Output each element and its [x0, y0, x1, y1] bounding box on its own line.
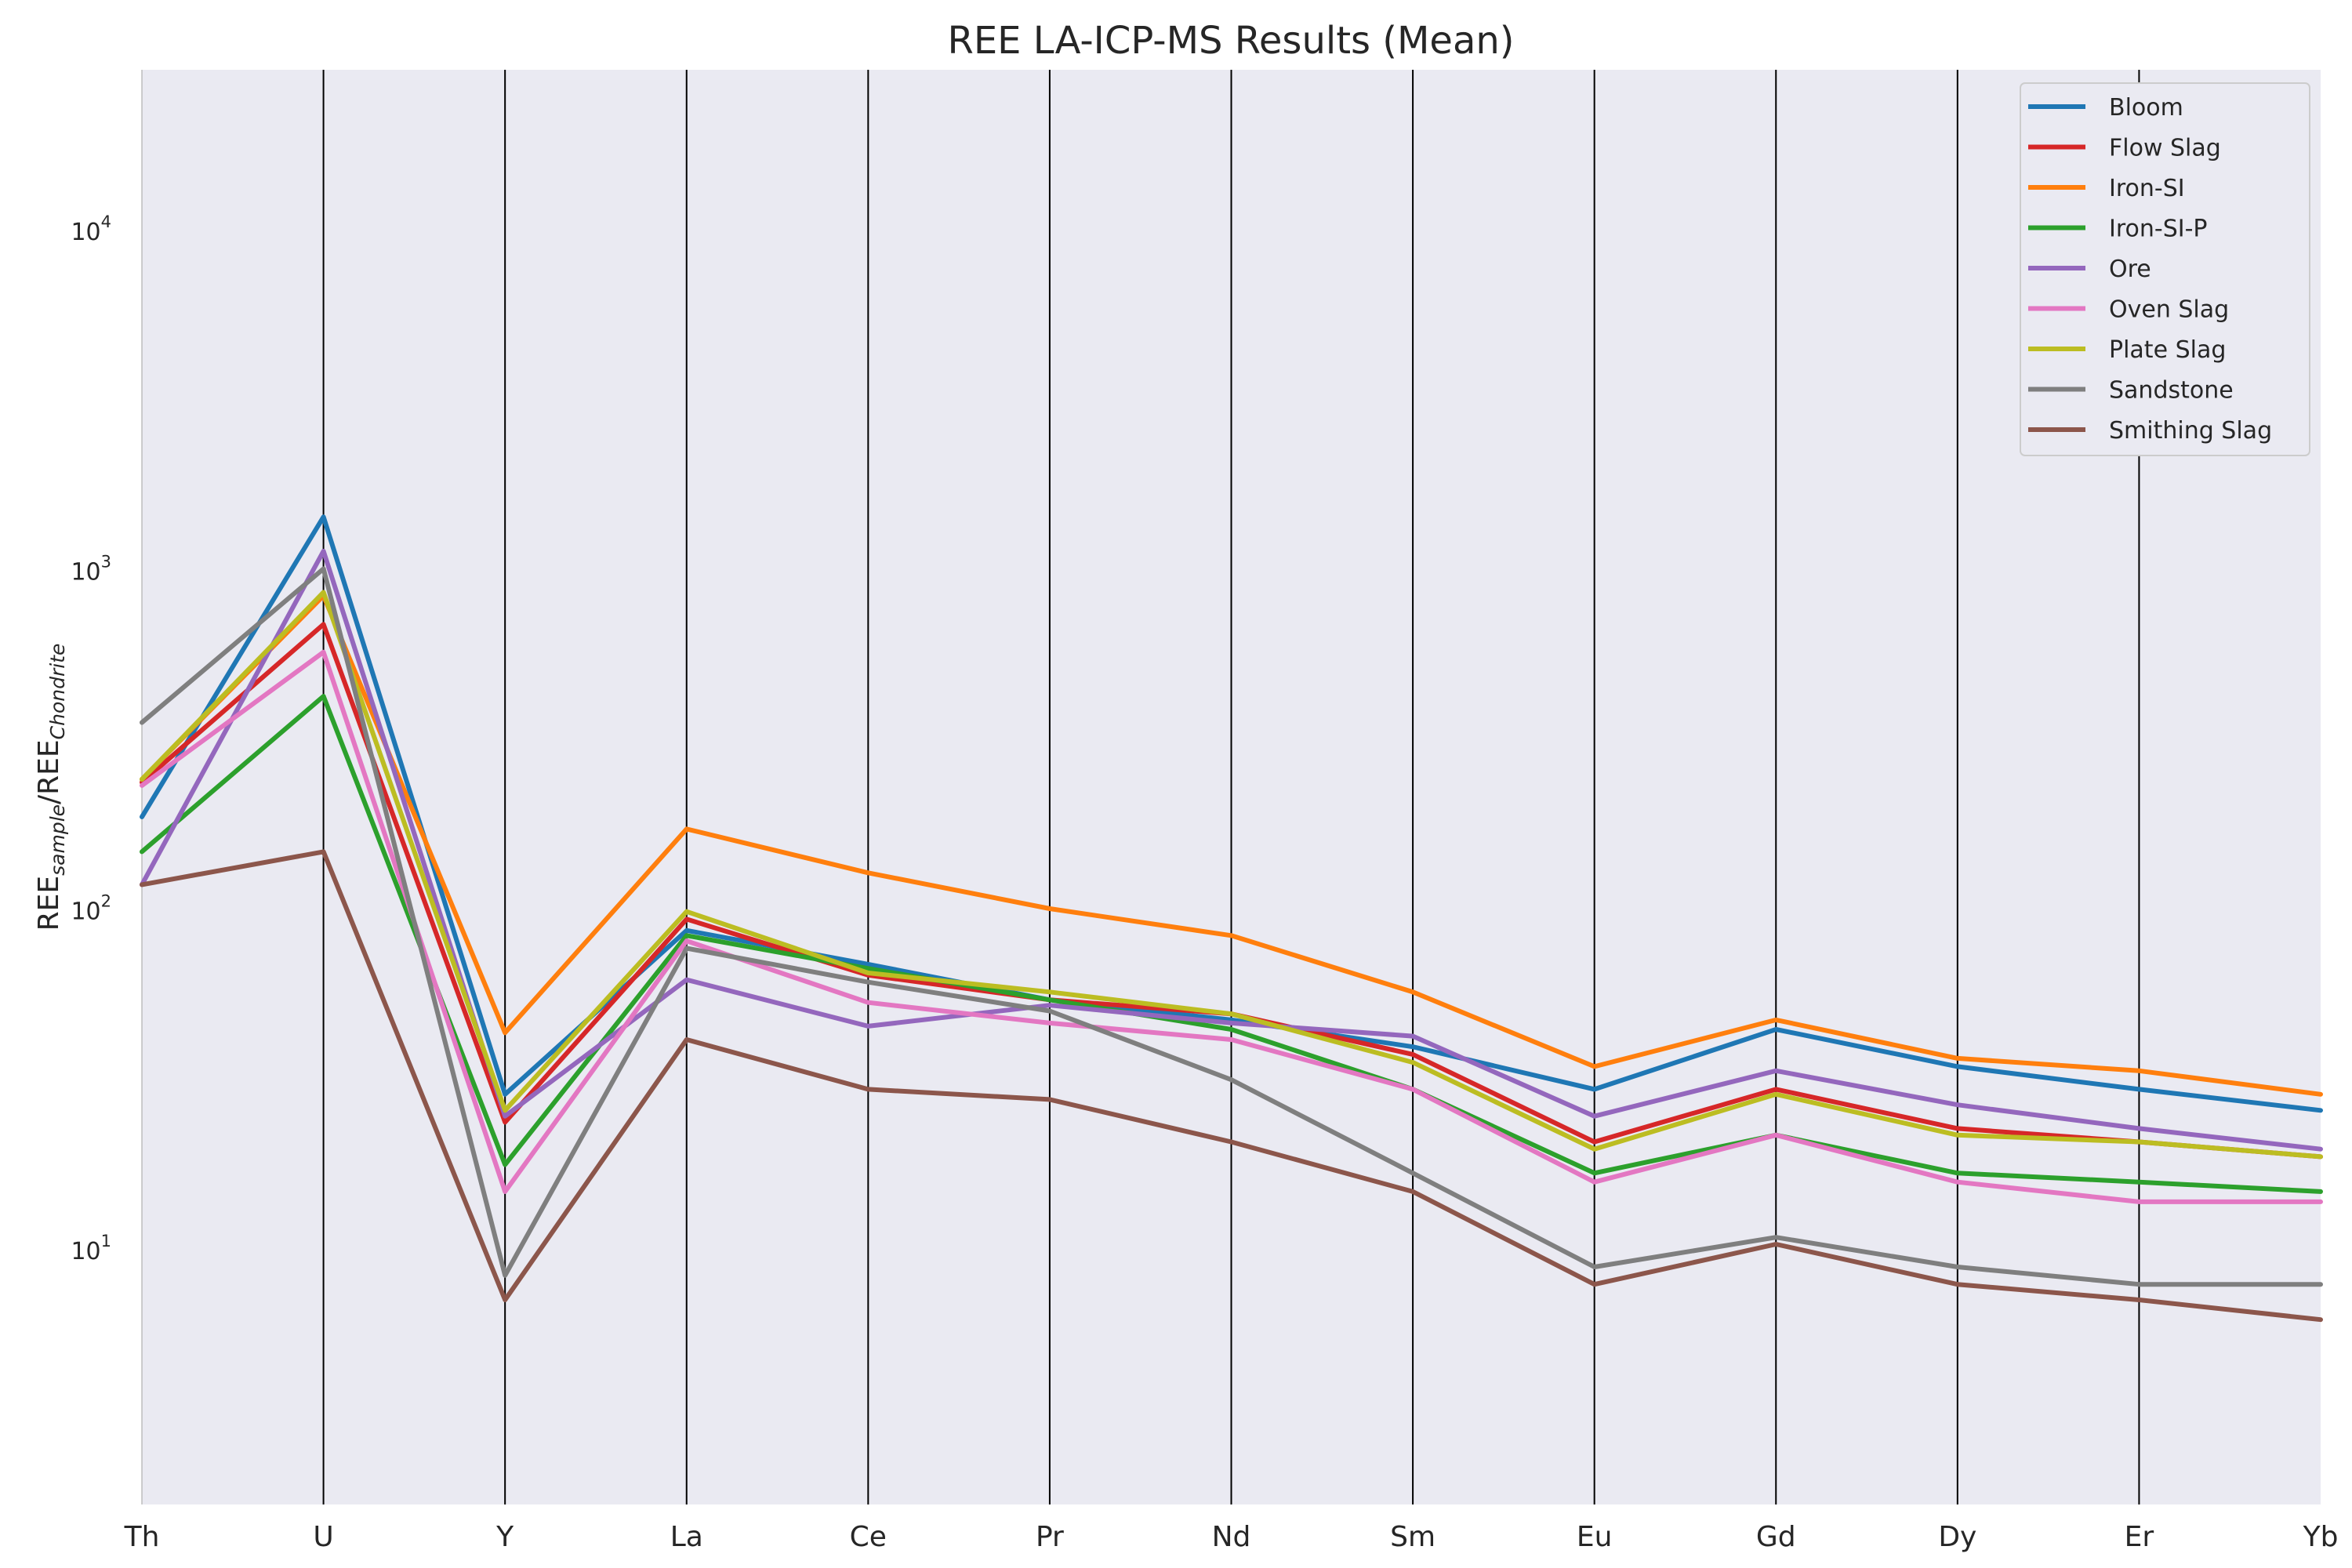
x-tick-label-dy: Dy — [1938, 1521, 1976, 1553]
y-tick-base: 10 — [71, 898, 100, 926]
legend-label-flow-slag: Flow Slag — [2109, 135, 2221, 162]
legend-label-plate-slag: Plate Slag — [2109, 336, 2226, 364]
x-tick-label-y: Y — [495, 1521, 514, 1553]
series-line-iron-si — [140, 593, 2323, 1097]
series-line-smithing-slag — [140, 849, 2323, 1323]
legend-label-ore: Ore — [2109, 256, 2151, 283]
legend-label-oven-slag: Oven Slag — [2109, 296, 2229, 324]
series-lines — [140, 514, 2323, 1323]
x-tick-label-u: U — [313, 1521, 333, 1553]
y-tick-base: 10 — [71, 558, 100, 586]
x-tick-label-nd: Nd — [1212, 1521, 1251, 1553]
x-tick-label-eu: Eu — [1577, 1521, 1613, 1553]
y-tick-exponent: 1 — [101, 1232, 111, 1250]
legend-label-iron-si-p: Iron-SI-P — [2109, 216, 2208, 243]
series-line-sandstone — [140, 566, 2323, 1287]
y-tick-exponent: 3 — [101, 552, 111, 571]
x-tick-label-ce: Ce — [850, 1521, 887, 1553]
y-axis-label-sub-chondrite: Chondrite — [46, 644, 69, 740]
y-tick-label-10: 101 — [71, 1232, 111, 1265]
x-tick-label-la: La — [670, 1521, 703, 1553]
series-line-ore — [140, 549, 2323, 1152]
y-tick-label-1000: 103 — [71, 552, 111, 586]
y-tick-label-10000: 104 — [71, 212, 111, 246]
series-line-oven-slag — [140, 649, 2323, 1204]
y-tick-exponent: 4 — [101, 212, 111, 231]
x-tick-label-er: Er — [2125, 1521, 2154, 1553]
legend-label-bloom: Bloom — [2109, 94, 2183, 122]
legend-label-iron-si: Iron-SI — [2109, 175, 2185, 202]
series-line-plate-slag — [140, 590, 2323, 1160]
series-line-iron-si-p — [140, 694, 2323, 1194]
x-tick-label-sm: Sm — [1390, 1521, 1436, 1553]
legend-box — [2020, 82, 2310, 456]
legend: Bloom Flow Slag Iron-SI Iron-SI-P Ore Oven Sl… — [2020, 82, 2310, 456]
y-tick-label-100: 102 — [71, 892, 111, 926]
y-tick-exponent: 2 — [101, 892, 111, 911]
legend-label-smithing-slag: Smithing Slag — [2109, 417, 2272, 445]
y-tick-base: 10 — [71, 219, 100, 246]
series-line-bloom — [140, 514, 2323, 1113]
y-axis-label: REEsample/REEChondrite — [33, 644, 69, 931]
legend-label-sandstone: Sandstone — [2109, 377, 2234, 405]
x-tick-label-gd: Gd — [1756, 1521, 1796, 1553]
x-tick-label-pr: Pr — [1036, 1521, 1064, 1553]
x-axis-tick-labels: Th U Y La Ce Pr Nd Sm Eu Gd Dy Er Yb — [124, 1521, 2339, 1553]
x-tick-label-yb: Yb — [2303, 1521, 2339, 1553]
x-tick-label-th: Th — [124, 1521, 160, 1553]
chart-title: REE LA-ICP-MS Results (Mean) — [947, 19, 1514, 63]
y-axis-label-sub-sample: sample — [46, 804, 69, 876]
y-tick-base: 10 — [71, 1238, 100, 1265]
y-axis-label-separator: /REE — [33, 739, 65, 804]
